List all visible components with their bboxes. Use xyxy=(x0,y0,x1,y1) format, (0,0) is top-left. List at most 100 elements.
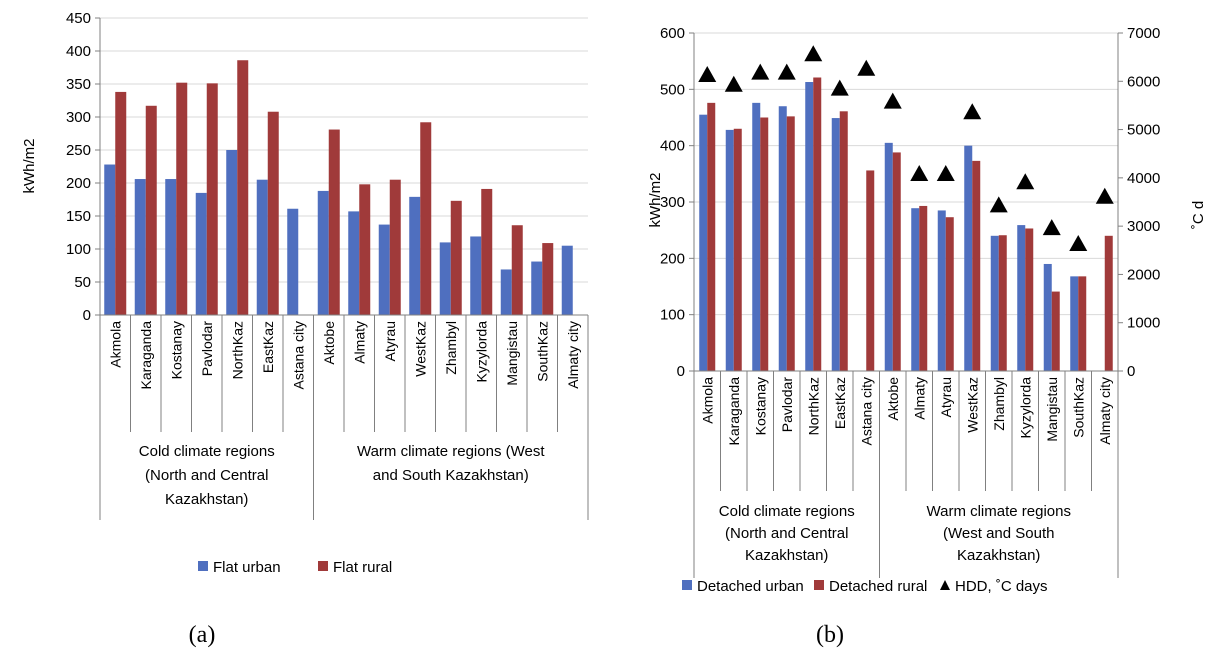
bar-rural xyxy=(839,111,848,371)
bar-rural xyxy=(919,205,928,371)
hdd-marker xyxy=(963,103,982,120)
category-label: Mangistau xyxy=(1044,377,1060,442)
bar-rural xyxy=(450,200,462,315)
bar-rural xyxy=(892,152,901,371)
y2-tick-label: 6000 xyxy=(1127,73,1160,90)
category-label: Aktobe xyxy=(321,321,337,365)
bar-urban xyxy=(439,242,451,315)
hdd-marker xyxy=(1069,235,1088,252)
group-label: Kazakhstan) xyxy=(957,547,1040,564)
bar-urban xyxy=(561,245,573,315)
bars-b xyxy=(698,45,1114,372)
category-label: Kostanay xyxy=(168,321,184,379)
bar-urban xyxy=(805,82,814,371)
caption-b: (b) xyxy=(816,622,844,648)
category-label: Pavlodar xyxy=(779,377,795,433)
hdd-marker xyxy=(857,59,876,76)
bar-urban xyxy=(531,261,543,315)
hdd-marker xyxy=(724,75,743,92)
legend-label: Flat rural xyxy=(333,559,392,576)
y-tick-label: 300 xyxy=(660,194,685,211)
hdd-marker xyxy=(830,79,849,96)
chart-a: 0 50 100 150 200 250 300 350 400 450 Akmola Karagan… xyxy=(21,10,589,648)
bar-urban xyxy=(937,210,946,371)
y-tick-label: 200 xyxy=(66,175,91,192)
bar-urban xyxy=(831,118,840,372)
group-label: (West and South xyxy=(943,525,1054,542)
category-label: Kyzylorda xyxy=(1017,377,1033,439)
group-label: Cold climate regions xyxy=(719,503,855,520)
bar-rural xyxy=(760,117,769,371)
bar-rural xyxy=(176,82,188,316)
bar-urban xyxy=(911,208,920,371)
bar-rural xyxy=(206,83,218,315)
bar-urban xyxy=(990,235,999,371)
legend-label: Flat urban xyxy=(213,559,281,576)
bar-rural xyxy=(542,243,554,315)
category-label: Karaganda xyxy=(138,321,154,390)
category-label: Astana city xyxy=(290,321,306,389)
category-label: WestKaz xyxy=(964,377,980,433)
bar-urban xyxy=(317,190,329,315)
bar-rural xyxy=(1104,235,1113,371)
group-label: (North and Central xyxy=(145,467,268,484)
y-tick-label: 200 xyxy=(660,250,685,267)
hdd-marker xyxy=(777,63,796,80)
bar-rural xyxy=(1025,228,1034,371)
category-label: SouthKaz xyxy=(534,321,550,382)
category-label: Atyrau xyxy=(938,377,954,417)
y-tick-label: 150 xyxy=(66,208,91,225)
bar-rural xyxy=(998,235,1007,371)
bar-urban xyxy=(470,236,482,315)
legend-swatch xyxy=(198,561,208,571)
bar-urban xyxy=(287,208,299,315)
y-tick-label: 350 xyxy=(66,76,91,93)
legend-marker xyxy=(940,580,950,590)
bar-urban xyxy=(195,192,207,315)
category-label: Kostanay xyxy=(752,377,768,435)
legend-a: Flat urban Flat rural xyxy=(198,559,392,576)
category-label: EastKaz xyxy=(260,321,276,373)
hdd-marker xyxy=(936,165,955,182)
bar-rural xyxy=(145,105,157,315)
bar-rural xyxy=(115,91,127,315)
y-tick-label: 50 xyxy=(74,274,91,291)
y2-axis-label-b: ˚C d xyxy=(1190,201,1207,229)
hdd-marker xyxy=(751,63,770,80)
category-label: Zhambyl xyxy=(991,377,1007,431)
y-tick-label: 250 xyxy=(66,142,91,159)
category-label: NorthKaz xyxy=(805,377,821,435)
hdd-marker xyxy=(989,196,1008,213)
y-tick-label: 500 xyxy=(660,81,685,98)
y2-tick-label: 1000 xyxy=(1127,315,1160,332)
bar-rural xyxy=(707,102,716,371)
axes-b: 0100200300400500600010002000300040005000… xyxy=(660,25,1160,578)
bar-urban xyxy=(256,179,268,315)
y2-tick-label: 0 xyxy=(1127,363,1135,380)
bar-urban xyxy=(725,129,734,371)
category-label: EastKaz xyxy=(832,377,848,429)
hdd-marker xyxy=(698,66,717,83)
y2-tick-label: 7000 xyxy=(1127,25,1160,42)
bar-urban xyxy=(409,196,421,315)
category-label: SouthKaz xyxy=(1070,377,1086,438)
category-label: Aktobe xyxy=(885,377,901,421)
bar-rural xyxy=(866,170,875,371)
legend-label: Detached rural xyxy=(829,578,927,595)
category-label: Kyzylorda xyxy=(473,321,489,383)
bar-rural xyxy=(420,122,432,315)
category-label: Astana city xyxy=(858,377,874,445)
bar-urban xyxy=(134,179,146,315)
category-label: Akmola xyxy=(107,321,123,368)
category-label: Akmola xyxy=(699,377,715,424)
y-axis-label-b: kWh/m2 xyxy=(647,172,664,227)
bar-rural xyxy=(1051,291,1060,371)
legend-b: Detached urban Detached rural HDD, ˚C days xyxy=(682,578,1048,595)
bar-urban xyxy=(378,224,390,315)
group-label: and South Kazakhstan) xyxy=(373,467,529,484)
axes-a: 0 50 100 150 200 250 300 350 400 450 Akmola Karagan… xyxy=(66,10,589,520)
y-tick-label: 600 xyxy=(660,25,685,42)
y-tick-label: 0 xyxy=(83,307,91,324)
y-tick-label: 450 xyxy=(66,10,91,27)
